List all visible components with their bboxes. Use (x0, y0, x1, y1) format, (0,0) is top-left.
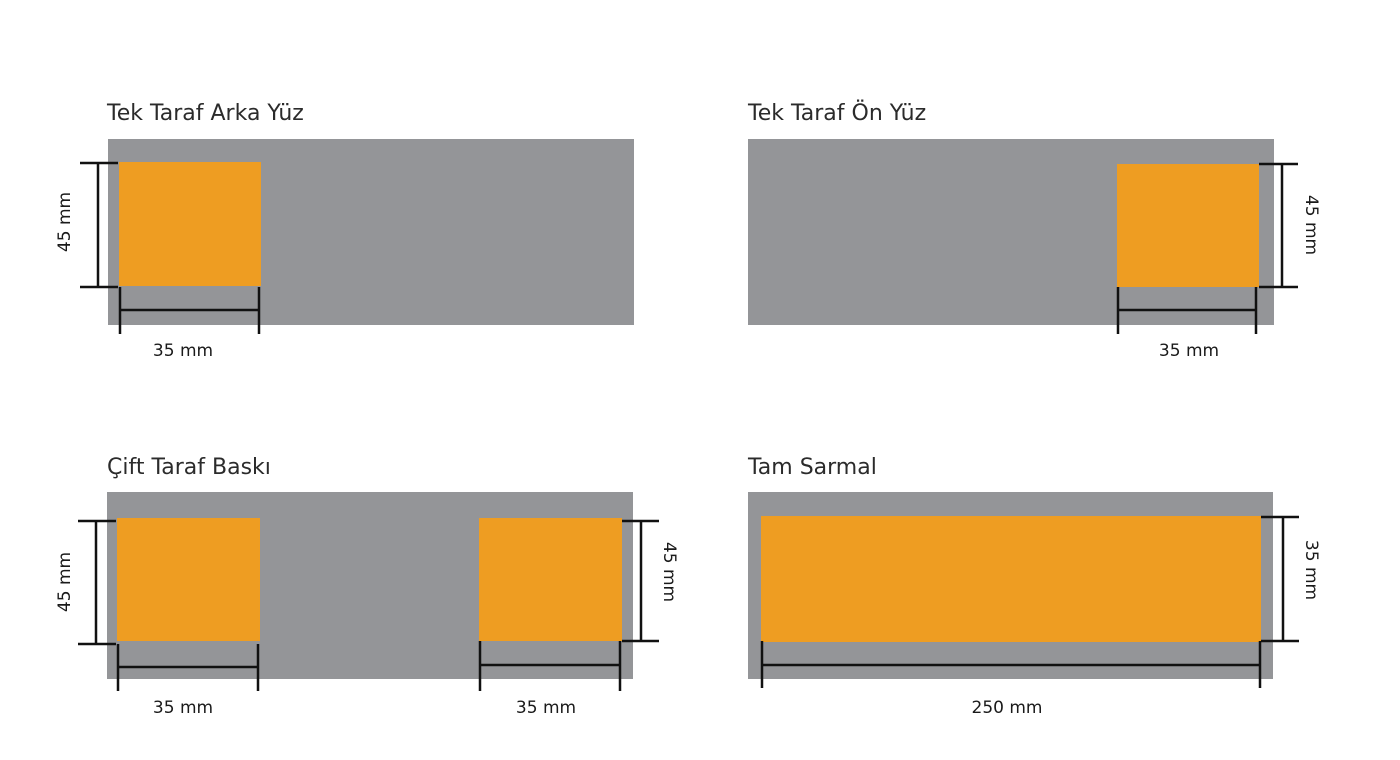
height-dimension (1259, 162, 1298, 289)
width-dimension (118, 287, 261, 334)
height-label: 45 mm (1301, 195, 1321, 255)
print-area (761, 516, 1261, 642)
left-width-dimension (116, 644, 260, 691)
panel-title: Tek Taraf Arka Yüz (106, 101, 304, 126)
left-width-label: 35 mm (153, 698, 213, 718)
left-height-dimension (78, 519, 116, 646)
panel-front-side: Tek Taraf Ön Yüz 45 mm 35 mm (747, 100, 1321, 361)
height-dimension (1261, 515, 1299, 643)
panel-double-side: Çift Taraf Baskı 45 mm 35 mm 45 mm 35 mm (55, 455, 679, 718)
panel-title: Tam Sarmal (747, 455, 877, 480)
width-label: 35 mm (1159, 341, 1219, 361)
height-label: 35 mm (1301, 540, 1321, 600)
print-area-left (117, 518, 260, 641)
print-area (119, 162, 261, 286)
right-height-label: 45 mm (659, 542, 679, 602)
height-label: 45 mm (55, 192, 75, 252)
panel-back-side: Tek Taraf Arka Yüz 45 mm 35 mm (55, 101, 634, 361)
panel-full-wrap: Tam Sarmal 35 mm 250 mm (747, 455, 1321, 718)
width-label: 35 mm (153, 341, 213, 361)
print-area-right (479, 518, 622, 641)
right-width-label: 35 mm (516, 698, 576, 718)
print-area (1117, 164, 1259, 287)
height-dimension (80, 161, 118, 289)
width-dimension (1116, 287, 1258, 334)
width-dimension (760, 641, 1262, 688)
left-height-label: 45 mm (55, 552, 75, 612)
right-height-dimension (622, 519, 659, 643)
panel-title: Tek Taraf Ön Yüz (747, 100, 926, 126)
width-label: 250 mm (972, 698, 1043, 718)
right-width-dimension (478, 641, 622, 691)
panel-title: Çift Taraf Baskı (107, 455, 271, 480)
